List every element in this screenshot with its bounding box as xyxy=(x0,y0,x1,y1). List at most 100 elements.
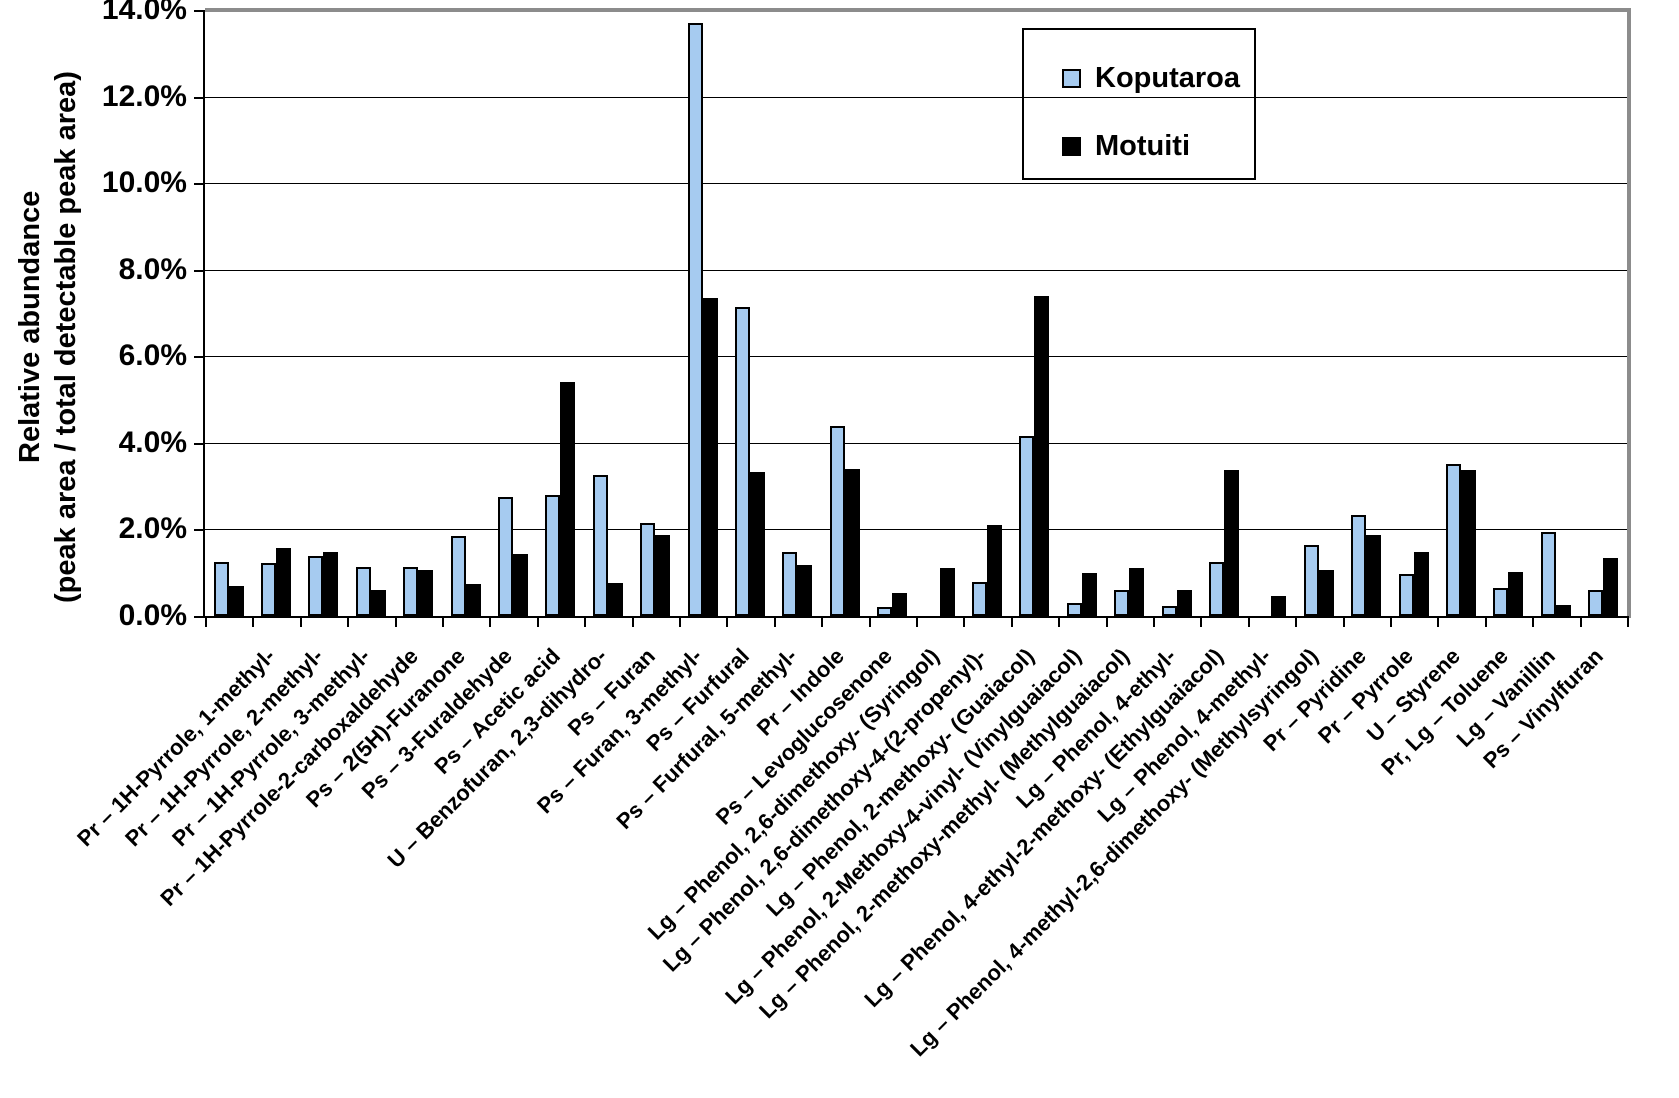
bar-koputaroa xyxy=(261,563,276,616)
bar-koputaroa xyxy=(1209,562,1224,616)
x-tick xyxy=(1011,618,1013,627)
bar-motuiti xyxy=(1461,470,1476,616)
x-tick xyxy=(584,618,586,627)
gridline-2pct xyxy=(205,529,1627,530)
y-tick xyxy=(194,529,203,531)
bar-koputaroa xyxy=(1162,606,1177,616)
bar-motuiti xyxy=(1603,558,1618,616)
bar-koputaroa xyxy=(1351,515,1366,616)
bar-motuiti xyxy=(987,525,1002,616)
bar-motuiti xyxy=(1129,568,1144,616)
y-tick xyxy=(194,183,203,185)
bar-koputaroa xyxy=(403,567,418,616)
y-tick-label: 12.0% xyxy=(101,80,187,113)
x-tick xyxy=(1153,618,1155,627)
x-axis-line xyxy=(203,616,1629,618)
x-tick xyxy=(963,618,965,627)
bar-koputaroa xyxy=(640,523,655,616)
x-tick xyxy=(679,618,681,627)
y-tick xyxy=(194,356,203,358)
legend-label: Motuiti xyxy=(1095,130,1191,162)
y-tick xyxy=(194,616,203,618)
legend-swatch-icon xyxy=(1062,69,1081,88)
bar-motuiti xyxy=(655,535,670,616)
x-tick xyxy=(395,618,397,627)
x-tick xyxy=(869,618,871,627)
bar-motuiti xyxy=(703,298,718,616)
x-tick xyxy=(1580,618,1582,627)
x-tick xyxy=(252,618,254,627)
y-tick xyxy=(194,97,203,99)
x-tick xyxy=(1532,618,1534,627)
y-tick-label: 2.0% xyxy=(118,512,187,545)
bar-motuiti xyxy=(1366,535,1381,616)
bar-motuiti xyxy=(1414,552,1429,616)
gridline-6pct xyxy=(205,356,1627,357)
bar-motuiti xyxy=(1508,572,1523,616)
bar-motuiti xyxy=(1271,596,1286,616)
y-tick-label: 4.0% xyxy=(118,426,187,459)
bar-koputaroa xyxy=(1588,590,1603,616)
legend-entry-koputaroa: Koputaroa xyxy=(1062,62,1240,95)
bar-koputaroa xyxy=(1541,532,1556,616)
bar-koputaroa xyxy=(1304,545,1319,616)
gridline-8pct xyxy=(205,270,1627,271)
y-tick-label: 8.0% xyxy=(118,253,187,286)
legend-label: Koputaroa xyxy=(1095,62,1240,94)
x-tick xyxy=(1343,618,1345,627)
bar-koputaroa xyxy=(451,536,466,616)
gridline-10pct xyxy=(205,183,1627,184)
bar-koputaroa xyxy=(356,567,371,616)
x-tick xyxy=(1106,618,1108,627)
y-tick-label: 14.0% xyxy=(101,0,187,26)
y-tick-label: 6.0% xyxy=(118,339,187,372)
x-tick xyxy=(537,618,539,627)
x-tick xyxy=(1200,618,1202,627)
x-tick xyxy=(821,618,823,627)
bar-motuiti xyxy=(892,593,907,616)
plot-frame-top xyxy=(205,8,1631,12)
bar-motuiti xyxy=(1556,605,1571,616)
bar-koputaroa xyxy=(1399,574,1414,616)
y-axis-title-line1: Relative abundance xyxy=(14,190,46,463)
gridline-12pct xyxy=(205,97,1627,98)
y-tick xyxy=(194,443,203,445)
x-tick xyxy=(1295,618,1297,627)
x-tick xyxy=(774,618,776,627)
x-tick xyxy=(632,618,634,627)
legend-box: Koputaroa Motuiti xyxy=(1022,28,1256,180)
bar-koputaroa xyxy=(498,497,513,616)
x-tick xyxy=(726,618,728,627)
bar-motuiti xyxy=(845,469,860,616)
bar-motuiti xyxy=(371,590,386,616)
bar-koputaroa xyxy=(735,307,750,616)
bar-koputaroa xyxy=(214,562,229,616)
x-tick xyxy=(1058,618,1060,627)
y-tick xyxy=(194,10,203,12)
legend-swatch-icon xyxy=(1062,137,1081,156)
bar-koputaroa xyxy=(1493,588,1508,616)
plot-frame-right xyxy=(1627,8,1631,618)
bar-motuiti xyxy=(560,382,575,616)
bar-motuiti xyxy=(940,568,955,616)
gridline-4pct xyxy=(205,443,1627,444)
bar-motuiti xyxy=(466,584,481,616)
bar-motuiti xyxy=(276,548,291,616)
plot-area xyxy=(205,10,1627,616)
bar-motuiti xyxy=(1034,296,1049,616)
x-tick xyxy=(442,618,444,627)
bar-koputaroa xyxy=(1067,603,1082,616)
bar-motuiti xyxy=(1177,590,1192,616)
bar-koputaroa xyxy=(545,495,560,616)
legend-entry-motuiti: Motuiti xyxy=(1062,130,1190,163)
bar-motuiti xyxy=(750,472,765,616)
x-tick xyxy=(205,618,207,627)
bar-motuiti xyxy=(229,586,244,616)
bar-motuiti xyxy=(513,554,528,616)
bar-motuiti xyxy=(1082,573,1097,616)
bar-motuiti xyxy=(797,565,812,616)
x-tick xyxy=(489,618,491,627)
bar-koputaroa xyxy=(1019,436,1034,616)
bar-koputaroa xyxy=(308,556,323,616)
y-tick-label: 0.0% xyxy=(118,599,187,632)
